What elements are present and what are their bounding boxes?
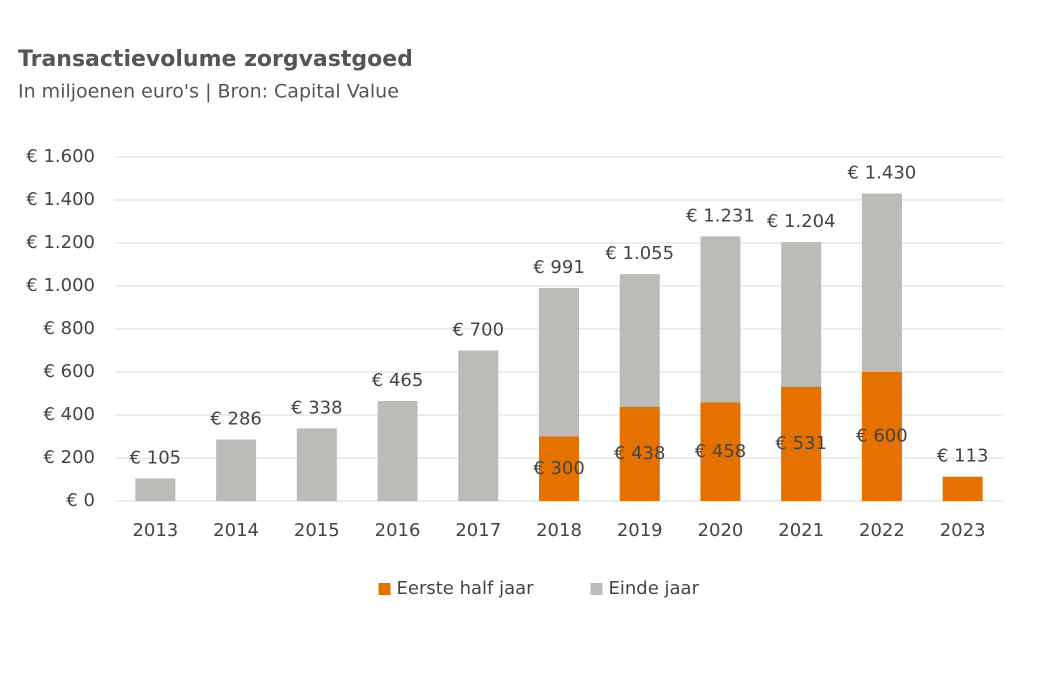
bar <box>216 439 257 501</box>
y-tick-label: € 800 <box>43 318 95 339</box>
x-tick-label: 2021 <box>778 520 824 541</box>
data-label: € 531 <box>775 433 827 454</box>
chart-subtitle: In miljoenen euro's | Bron: Capital Valu… <box>18 81 399 103</box>
y-tick-label: € 1.000 <box>26 275 95 296</box>
y-tick-label: € 1.400 <box>26 189 95 210</box>
bar <box>458 350 499 501</box>
x-tick-label: 2022 <box>859 520 905 541</box>
data-label: € 300 <box>533 458 585 479</box>
x-tick-label: 2023 <box>940 520 986 541</box>
data-label: € 1.204 <box>767 211 836 232</box>
data-label: € 438 <box>614 443 666 464</box>
x-tick-label: 2020 <box>698 520 744 541</box>
x-tick-label: 2014 <box>213 520 259 541</box>
bar <box>377 401 418 501</box>
data-label: € 338 <box>291 397 343 418</box>
chart-title: Transactievolume zorgvastgoed <box>18 47 413 72</box>
y-tick-label: € 200 <box>43 447 95 468</box>
data-label: € 465 <box>372 370 424 391</box>
bar <box>861 372 902 501</box>
bar <box>700 402 741 501</box>
data-label: € 1.430 <box>848 163 917 184</box>
legend-swatch <box>590 583 603 595</box>
bar <box>539 436 579 501</box>
bar <box>619 406 660 501</box>
x-tick-label: 2018 <box>536 520 582 541</box>
legend-label: Eerste half jaar <box>397 578 535 599</box>
y-tick-label: € 600 <box>43 361 95 382</box>
legend-swatch <box>378 583 391 595</box>
data-label: € 113 <box>937 446 989 467</box>
x-tick-label: 2013 <box>132 520 178 541</box>
data-label: € 1.055 <box>605 243 674 264</box>
x-tick-label: 2016 <box>375 520 421 541</box>
x-tick-label: 2017 <box>455 520 501 541</box>
data-label: € 600 <box>856 426 908 447</box>
data-label: € 1.231 <box>686 205 755 226</box>
y-tick-label: € 0 <box>66 490 95 511</box>
data-label: € 286 <box>210 409 262 430</box>
x-tick-label: 2015 <box>294 520 340 541</box>
x-tick-label: 2019 <box>617 520 663 541</box>
data-label: € 105 <box>130 447 182 468</box>
y-tick-label: € 400 <box>43 404 95 425</box>
data-label: € 991 <box>533 257 585 278</box>
bar <box>135 478 176 501</box>
y-tick-label: € 1.200 <box>26 232 95 253</box>
data-label: € 458 <box>695 441 747 462</box>
data-label: € 700 <box>453 320 505 341</box>
legend-label: Einde jaar <box>609 578 700 599</box>
y-tick-label: € 1.600 <box>26 146 95 167</box>
bar <box>942 476 983 501</box>
bar <box>781 386 822 501</box>
bar <box>296 428 337 501</box>
